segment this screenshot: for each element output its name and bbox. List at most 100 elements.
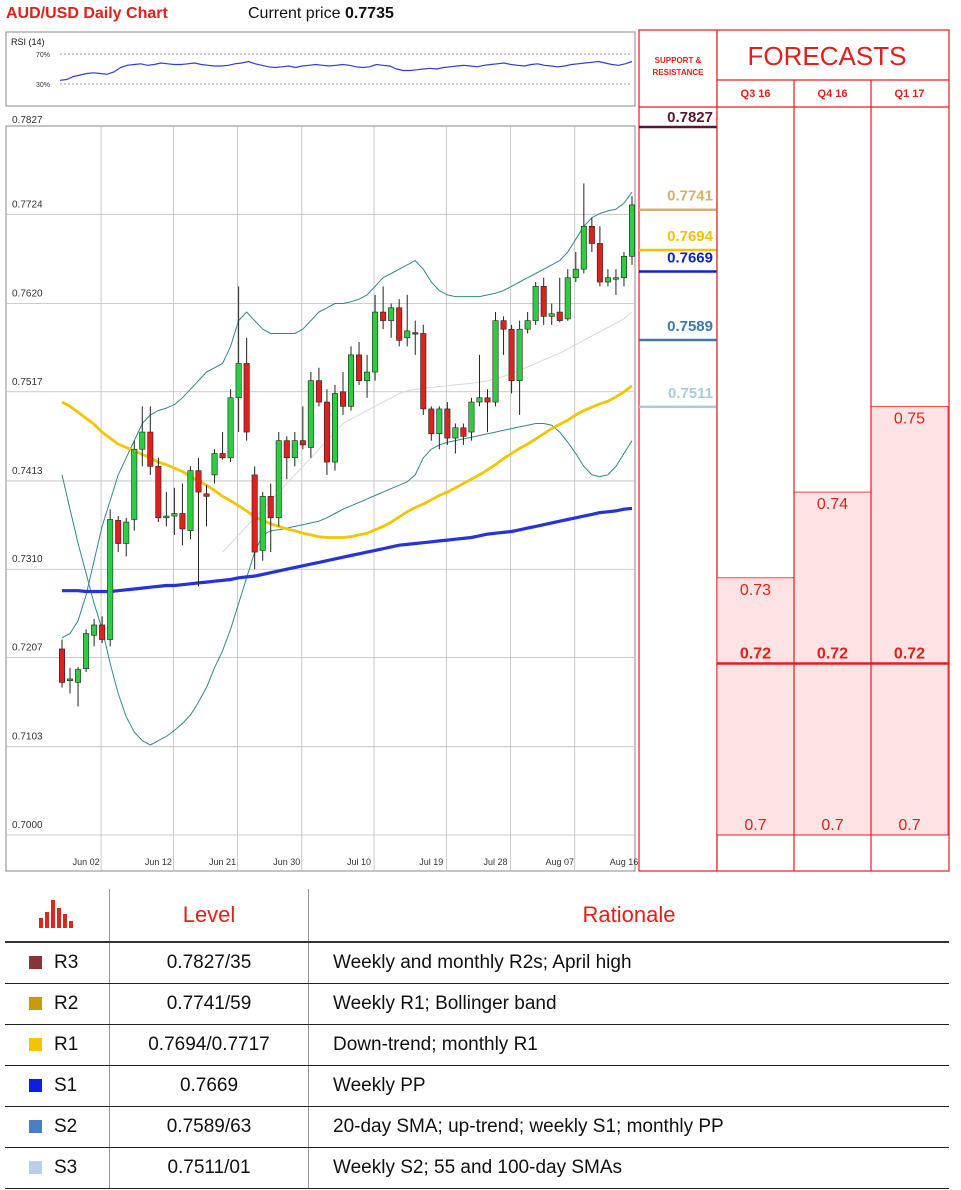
candle-down bbox=[203, 493, 210, 497]
forecast-column-header: Q3 16 bbox=[741, 88, 771, 100]
candle-up bbox=[532, 286, 539, 321]
forecast-median: 0.72 bbox=[817, 646, 848, 663]
candle-down bbox=[380, 311, 387, 321]
table-row: R3 0.7827/35 Weekly and monthly R2s; April… bbox=[5, 942, 949, 984]
rsi-line bbox=[59, 60, 633, 81]
candle-up bbox=[259, 496, 266, 551]
table-icon-cell bbox=[5, 889, 110, 943]
level-name: R2 bbox=[54, 993, 79, 1014]
level-name-cell: R2 bbox=[5, 983, 110, 1025]
sma55-line bbox=[61, 384, 633, 539]
level-label: 0.7589 bbox=[667, 318, 713, 335]
level-header: Level bbox=[109, 889, 309, 943]
level-rationale: Weekly and monthly R2s; April high bbox=[308, 942, 949, 984]
level-value: 0.7741/59 bbox=[109, 983, 309, 1025]
x-tick-label: Jun 30 bbox=[273, 857, 300, 867]
candle-down bbox=[556, 311, 563, 321]
y-tick-label: 0.7620 bbox=[12, 288, 43, 299]
candle-up bbox=[307, 380, 314, 448]
level-rationale: 20-day SMA; up-trend; weekly S1; monthly… bbox=[308, 1106, 949, 1148]
candle-down bbox=[219, 453, 226, 459]
candle-up bbox=[67, 678, 74, 681]
candle-down bbox=[155, 466, 162, 519]
forecast-title: FORECASTS bbox=[748, 41, 907, 71]
candle-up bbox=[492, 320, 499, 403]
level-rationale: Down-trend; monthly R1 bbox=[308, 1024, 949, 1066]
candle-up bbox=[83, 633, 90, 669]
x-tick-label: Jul 10 bbox=[347, 857, 371, 867]
level-rationale: Weekly S2; 55 and 100-day SMAs bbox=[308, 1147, 949, 1189]
level-rationale: Weekly R1; Bollinger band bbox=[308, 983, 949, 1025]
forecast-low: 0.7 bbox=[744, 817, 766, 834]
candle-down bbox=[58, 648, 65, 683]
candle-up bbox=[227, 397, 234, 459]
candle-down bbox=[460, 427, 467, 437]
x-gridlines bbox=[100, 126, 640, 871]
sr-heading-line1: SUPPORT & bbox=[655, 56, 702, 65]
candle-down bbox=[267, 496, 274, 519]
candle-down bbox=[195, 470, 202, 493]
sr-levels: 0.7827 0.7741 0.7694 0.7669 0.7589 0.7511 bbox=[639, 109, 717, 409]
candle-up bbox=[291, 440, 298, 459]
level-color-swatch bbox=[29, 1161, 42, 1174]
forecast-low: 0.7 bbox=[898, 817, 920, 834]
level-name: S2 bbox=[54, 1116, 78, 1137]
level-color-swatch bbox=[29, 1079, 42, 1092]
table-row: S3 0.7511/01 Weekly S2; 55 and 100-day SMA… bbox=[5, 1147, 949, 1189]
rsi-panel bbox=[5, 31, 636, 107]
forecast-median: 0.72 bbox=[894, 646, 925, 663]
x-tick-label: Aug 16 bbox=[610, 857, 639, 867]
level-value: 0.7511/01 bbox=[109, 1147, 309, 1189]
x-tick-labels: Jun 02 Jun 12 Jun 21 Jun 30 Jul 10 Jul 19 Jul … bbox=[73, 857, 639, 867]
table-row: S1 0.7669 Weekly PP bbox=[5, 1065, 949, 1107]
support-resistance-panel bbox=[638, 29, 718, 872]
candle-up bbox=[123, 521, 130, 544]
y-tick-label: 0.7000 bbox=[12, 820, 43, 831]
level-value: 0.7669 bbox=[109, 1065, 309, 1107]
candle-down bbox=[179, 513, 186, 530]
bollinger-lower-line bbox=[61, 423, 633, 746]
levels-table: Level Rationale R3 0.7827/35 Weekly and mo… bbox=[5, 889, 949, 1189]
sma200-line bbox=[62, 506, 633, 594]
level-label: 0.7511 bbox=[668, 385, 713, 402]
candle-down bbox=[508, 328, 515, 381]
table-row: R1 0.7694/0.7717 Down-trend; monthly R1 bbox=[5, 1024, 949, 1066]
rationale-header: Rationale bbox=[308, 889, 949, 943]
candle-up bbox=[187, 470, 194, 531]
x-tick-label: Aug 07 bbox=[545, 857, 574, 867]
candle-up bbox=[131, 448, 138, 520]
candle-up bbox=[331, 393, 338, 463]
current-price-label: Current price bbox=[248, 5, 341, 22]
candle-up bbox=[211, 453, 218, 476]
candle-up bbox=[476, 397, 483, 403]
forecast-median: 0.72 bbox=[740, 646, 771, 663]
x-tick-label: Jun 21 bbox=[209, 857, 236, 867]
forecast-value: 0.75 bbox=[894, 410, 925, 427]
candle-down bbox=[323, 401, 330, 463]
candle-up bbox=[628, 204, 635, 257]
table-row: R2 0.7741/59 Weekly R1; Bollinger band bbox=[5, 983, 949, 1025]
candle-up bbox=[572, 268, 579, 279]
candle-down bbox=[484, 397, 491, 403]
level-label: 0.7669 bbox=[667, 249, 713, 266]
level-value: 0.7589/63 bbox=[109, 1106, 309, 1148]
forecast-bar bbox=[870, 405, 949, 836]
level-name: S1 bbox=[54, 1075, 78, 1096]
candle-up bbox=[163, 515, 170, 519]
x-tick-label: Jul 28 bbox=[484, 857, 508, 867]
level-value: 0.7827/35 bbox=[109, 942, 309, 984]
level-label: 0.7694 bbox=[667, 228, 714, 245]
candle-down bbox=[412, 332, 419, 335]
y-tick-label: 0.7827 bbox=[12, 115, 43, 126]
sr-heading-line2: RESISTANCE bbox=[653, 68, 705, 77]
candle-up bbox=[91, 624, 98, 636]
candle-up bbox=[388, 307, 395, 321]
price-chart: RSI (14) 70% 30% 0.7827 0.7724 0.7620 0.751… bbox=[5, 29, 950, 872]
current-price-value: 0.7735 bbox=[344, 5, 394, 22]
candle-up bbox=[436, 408, 443, 435]
candle-down bbox=[356, 354, 363, 381]
forecast-column-header: Q4 16 bbox=[818, 88, 848, 100]
y-tick-labels: 0.7827 0.7724 0.7620 0.7517 0.7413 0.7310 0.72… bbox=[12, 115, 43, 831]
current-price: Current price 0.7735 bbox=[248, 5, 394, 23]
candle-up bbox=[139, 431, 146, 450]
